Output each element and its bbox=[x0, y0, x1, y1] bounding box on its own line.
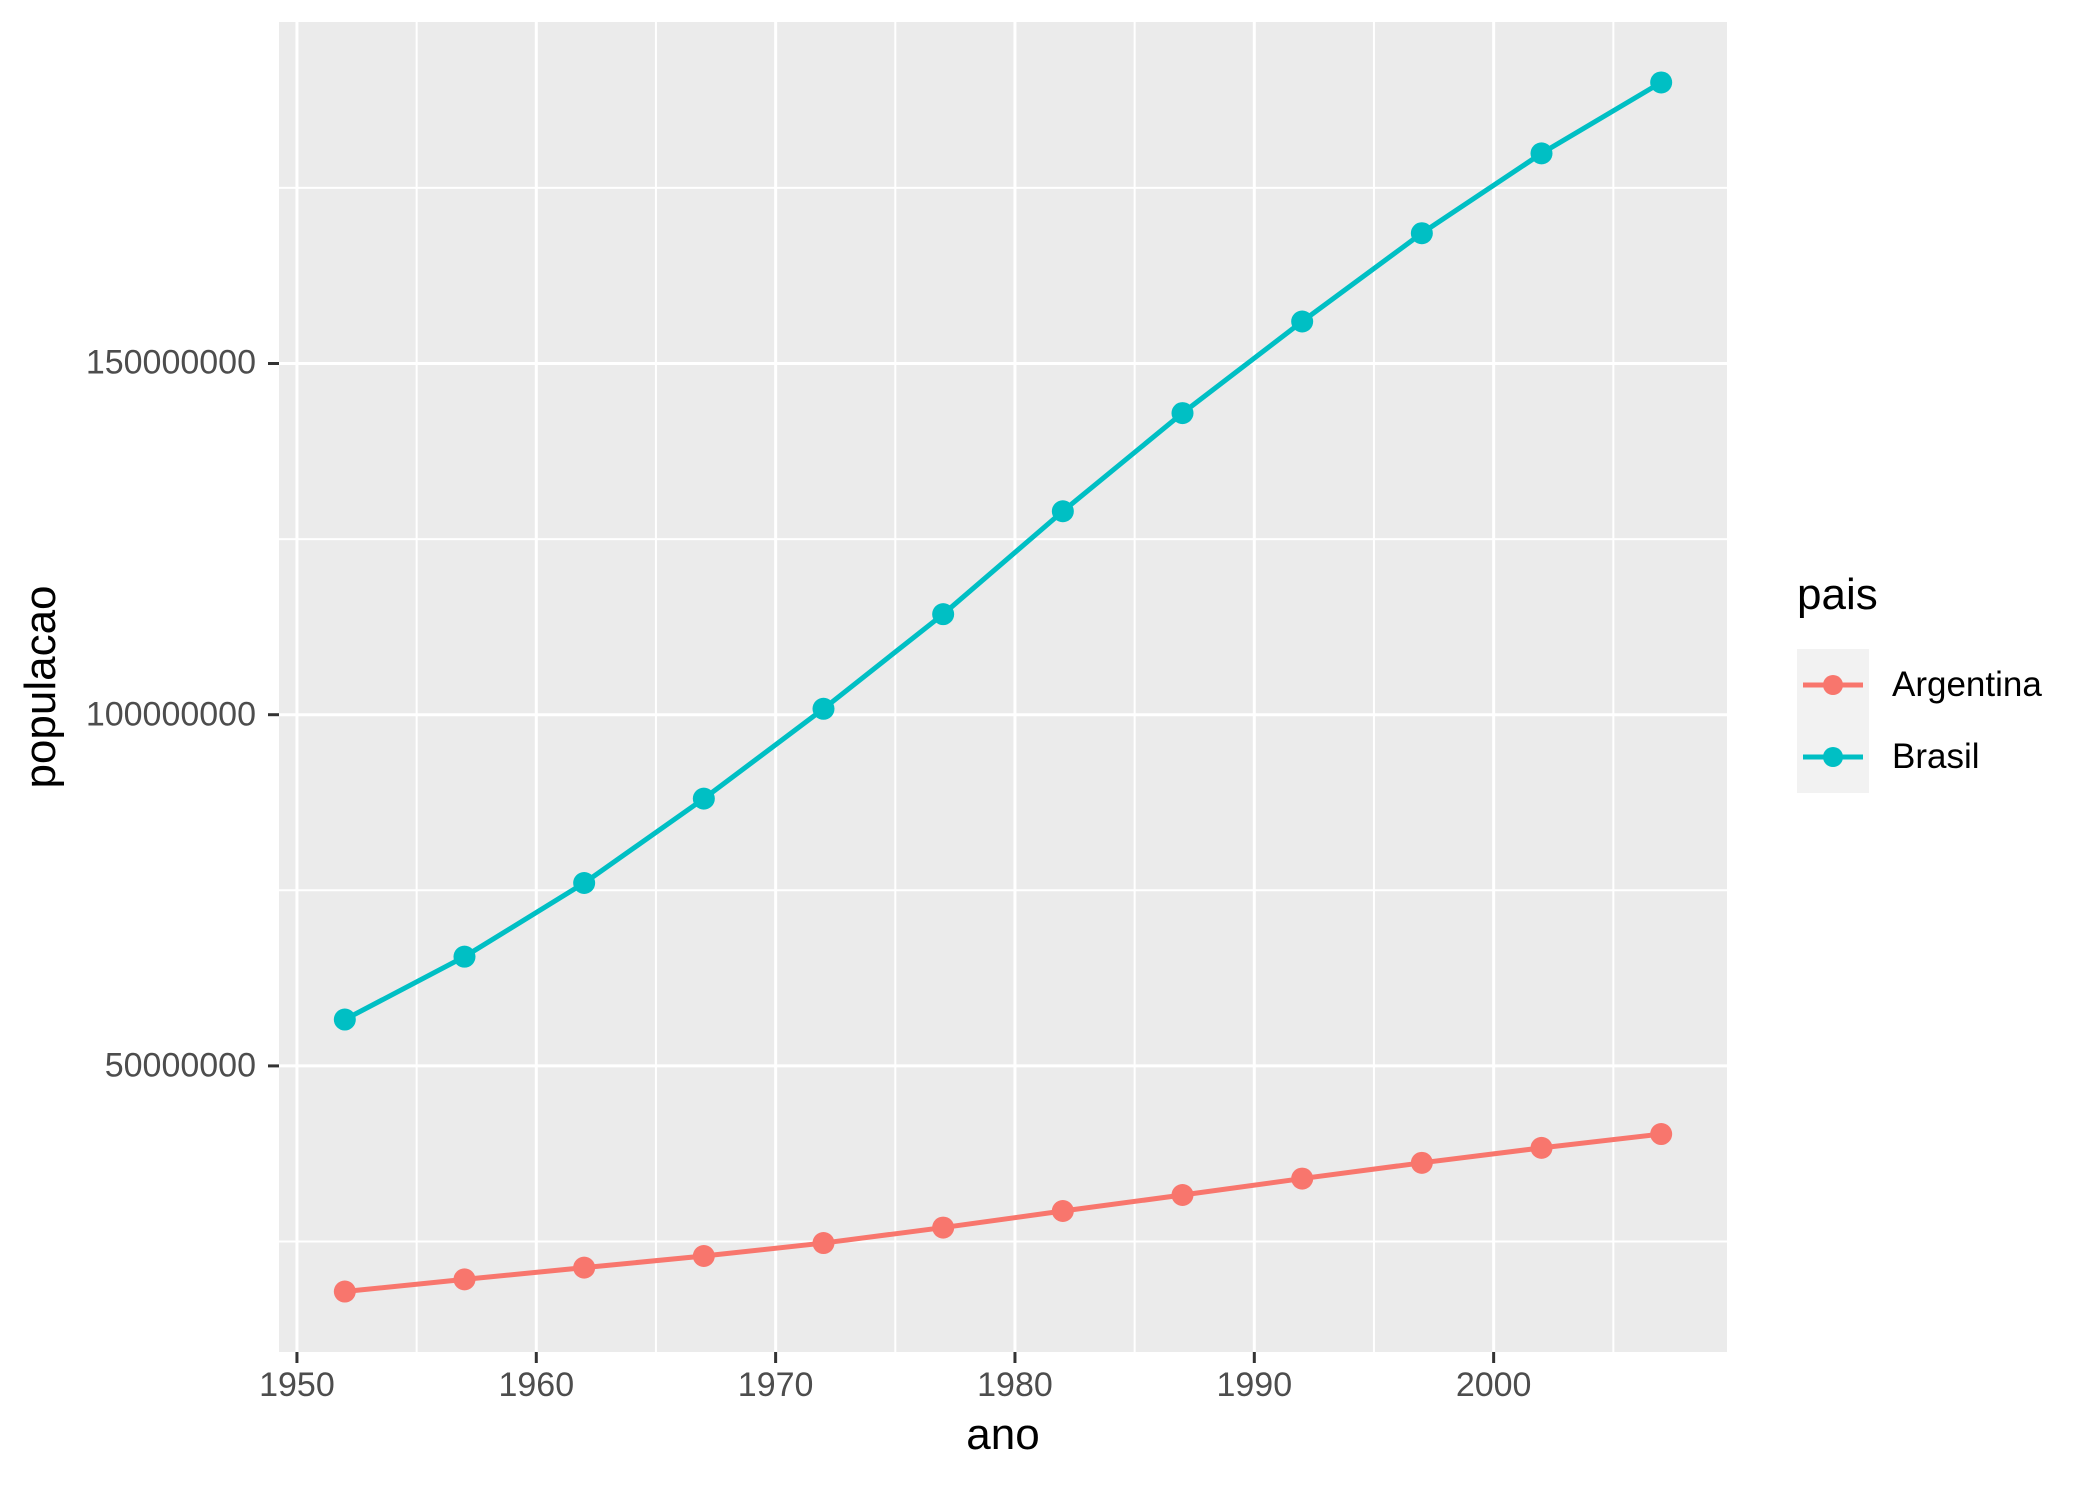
data-point-brasil bbox=[573, 872, 596, 895]
x-tick-label: 1950 bbox=[259, 1366, 335, 1404]
x-tick-label: 1990 bbox=[1216, 1366, 1293, 1404]
data-point-argentina bbox=[1410, 1151, 1433, 1174]
legend: pais Argentina Brasil bbox=[1797, 573, 2042, 793]
data-point-brasil bbox=[692, 787, 715, 810]
y-tick-label: 150000000 bbox=[85, 343, 256, 382]
data-point-argentina bbox=[333, 1280, 356, 1303]
data-point-brasil bbox=[1051, 500, 1074, 523]
legend-item-label: Argentina bbox=[1892, 664, 2042, 704]
data-point-brasil bbox=[812, 697, 835, 720]
legend-key-swatch bbox=[1797, 721, 1869, 793]
x-tick-label: 1960 bbox=[498, 1366, 575, 1404]
data-point-brasil bbox=[333, 1008, 356, 1031]
plot-panel bbox=[279, 22, 1727, 1352]
legend-item-argentina: Argentina bbox=[1797, 649, 2042, 721]
legend-item-brasil: Brasil bbox=[1797, 721, 2042, 793]
data-point-argentina bbox=[1530, 1136, 1553, 1159]
data-point-brasil bbox=[1530, 142, 1553, 165]
data-point-argentina bbox=[1171, 1184, 1194, 1207]
data-point-argentina bbox=[812, 1232, 835, 1255]
x-tick-label: 2000 bbox=[1455, 1366, 1532, 1404]
data-point-brasil bbox=[453, 945, 476, 968]
x-axis-title: ano bbox=[966, 1410, 1040, 1459]
x-tick-label: 1970 bbox=[737, 1366, 814, 1404]
data-point-brasil bbox=[1410, 222, 1433, 245]
series-line-argentina bbox=[344, 1131, 1662, 1295]
data-point-argentina bbox=[573, 1256, 596, 1279]
legend-key-glyph bbox=[1803, 747, 1863, 767]
data-point-argentina bbox=[453, 1268, 476, 1291]
data-point-argentina bbox=[932, 1216, 955, 1239]
series-line-brasil bbox=[343, 80, 1663, 1022]
data-point-brasil bbox=[932, 603, 955, 626]
data-point-brasil bbox=[1291, 310, 1314, 333]
y-tick-label: 50000000 bbox=[104, 1046, 256, 1085]
data-point-argentina bbox=[1051, 1200, 1074, 1223]
data-point-brasil bbox=[1650, 71, 1673, 94]
data-point-brasil bbox=[1171, 402, 1194, 425]
data-point-argentina bbox=[692, 1245, 715, 1268]
legend-key-glyph bbox=[1803, 675, 1863, 695]
legend-items: Argentina Brasil bbox=[1797, 649, 2042, 793]
x-tick-label: 1980 bbox=[977, 1366, 1053, 1404]
y-axis-title: populacao bbox=[16, 585, 65, 789]
data-point-argentina bbox=[1291, 1167, 1314, 1190]
legend-key-swatch bbox=[1797, 649, 1869, 721]
data-point-argentina bbox=[1650, 1123, 1673, 1146]
legend-title: pais bbox=[1797, 570, 1878, 619]
legend-item-label: Brasil bbox=[1892, 736, 1980, 776]
y-tick-label: 100000000 bbox=[85, 695, 256, 734]
